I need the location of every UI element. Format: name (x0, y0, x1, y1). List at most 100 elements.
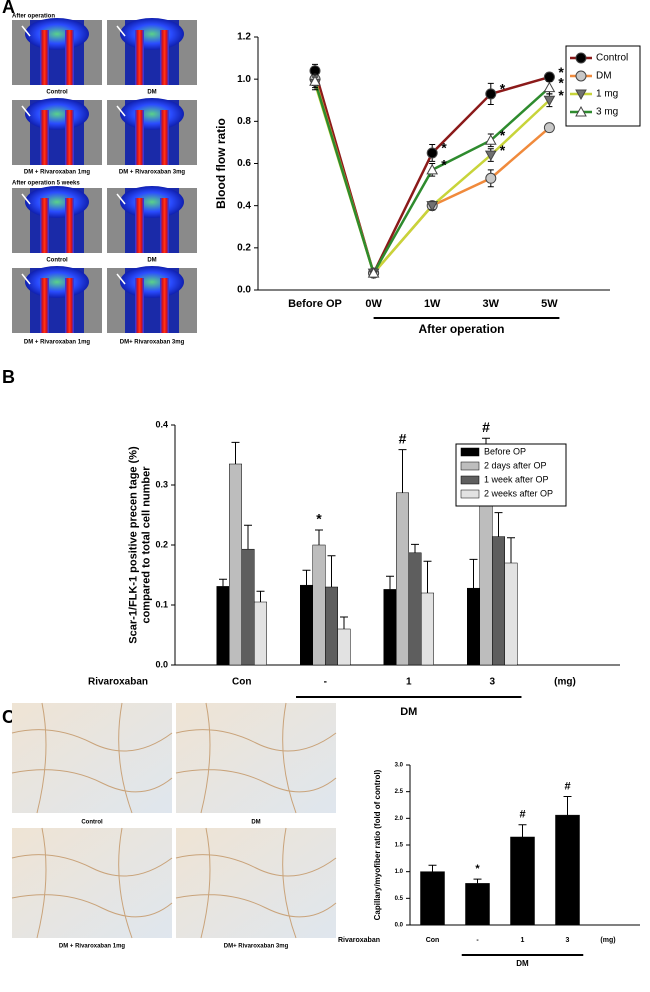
x-tick-label: 3 (566, 937, 570, 944)
y-tick-label: 0.6 (237, 158, 251, 169)
significance: * (441, 140, 447, 156)
bar (465, 883, 490, 926)
significance: * (558, 87, 564, 103)
unit-label: (mg) (554, 677, 576, 688)
legend-label: 2 weeks after OP (484, 488, 553, 498)
y-axis-label: Scar-1/FLK-1 positive precen tage (%) (127, 446, 139, 644)
legend-swatch (460, 489, 480, 499)
error-bar (411, 543, 419, 553)
marker (426, 163, 439, 175)
image-caption: DM (147, 90, 156, 96)
bar (241, 548, 255, 666)
image-caption: DM + Rivaroxaban 3mg (119, 170, 186, 176)
bar (337, 628, 351, 666)
image-title: After operation (12, 14, 55, 20)
bar (421, 592, 434, 666)
error-bar (302, 569, 311, 586)
y-tick-label: 0.5 (395, 896, 404, 902)
y-tick-label: 2.0 (395, 816, 404, 822)
legend-marker (575, 105, 587, 117)
x-tick-label: - (324, 677, 327, 688)
row-label: Rivaroxaban (88, 677, 148, 688)
legend-swatch (460, 447, 480, 457)
significance: * (558, 64, 564, 80)
bar (216, 586, 230, 666)
significance: * (475, 863, 480, 875)
legend-label: 1 mg (596, 89, 618, 100)
bar (504, 562, 518, 666)
y-tick-label: 0.8 (237, 116, 251, 127)
error-bar (494, 512, 503, 537)
legend-label: Before OP (484, 446, 526, 456)
legend-label: 3 mg (596, 107, 618, 118)
image-caption: Control (81, 820, 103, 826)
image-caption: DM (251, 820, 260, 826)
bar (229, 463, 242, 666)
y-tick-label: 0.0 (395, 923, 404, 929)
group-label: DM (516, 959, 529, 968)
x-tick-label: Before OP (288, 298, 342, 310)
marker (485, 172, 497, 184)
y-tick-label: 0.4 (155, 419, 168, 429)
y-axis-label: Capillary/myofiber ratio (fold of contro… (373, 769, 382, 920)
image-caption: DM + Rivaroxaban 1mg (59, 944, 126, 950)
y-tick-label: 2.5 (395, 789, 404, 795)
significance: # (564, 780, 570, 792)
line (313, 83, 551, 276)
bar (254, 601, 267, 666)
legend-marker (575, 52, 587, 64)
image-caption: DM+ Rivaroxaban 3mg (120, 340, 185, 346)
y-axis-label: Blood flow ratio (214, 118, 228, 209)
y-tick-label: 0.4 (237, 200, 251, 211)
marker (485, 88, 497, 100)
error-bar (469, 558, 478, 589)
error-bar (563, 795, 572, 816)
marker (543, 71, 555, 83)
marker (543, 95, 556, 107)
image-caption: DM + Rivaroxaban 1mg (24, 340, 91, 346)
legend-label: DM (596, 71, 612, 82)
significance: * (500, 81, 506, 97)
bar (325, 586, 338, 666)
error-bar (256, 590, 265, 602)
legend-swatch (460, 475, 480, 485)
x-tick-label: 1 (406, 677, 412, 688)
panel-label: B (2, 367, 15, 387)
significance: * (500, 142, 506, 158)
error-bar (507, 537, 515, 563)
error-bar (473, 878, 482, 884)
row-label: Rivaroxaban (338, 937, 380, 944)
error-bar (231, 441, 240, 464)
marker (484, 134, 497, 145)
error-bar (423, 560, 432, 593)
image-caption: DM (147, 258, 156, 264)
y-tick-label: 1.0 (237, 74, 251, 85)
significance: * (558, 74, 564, 90)
bar (420, 871, 445, 926)
group-label: After operation (418, 322, 504, 336)
y-axis-label: compared to total cell number (140, 466, 152, 624)
error-bar (518, 824, 527, 837)
group-label: DM (400, 706, 417, 718)
panel-label: C (2, 707, 15, 727)
y-tick-label: 3.0 (395, 763, 404, 769)
image-title: After operation 5 weeks (12, 181, 80, 187)
marker (543, 122, 555, 134)
y-tick-label: 0.2 (237, 242, 251, 253)
x-tick-label: 1 (521, 937, 525, 944)
legend-marker (575, 89, 587, 101)
significance: # (519, 809, 525, 821)
legend-swatch (460, 461, 480, 471)
marker (543, 81, 556, 93)
x-tick-label: Con (426, 937, 440, 944)
histology-images: Control DM DM + Rivaroxaban 1mg DM+ Riva… (11, 702, 337, 950)
significance: * (500, 127, 506, 143)
unit-label: (mg) (600, 937, 615, 944)
marker (367, 267, 380, 278)
bar (479, 484, 493, 666)
x-tick-label: 5W (541, 298, 558, 310)
doppler-images: After operation Control DM DM + Rivaroxa… (11, 14, 198, 346)
image-caption: Control (46, 90, 68, 96)
y-tick-label: 1.0 (395, 869, 404, 875)
